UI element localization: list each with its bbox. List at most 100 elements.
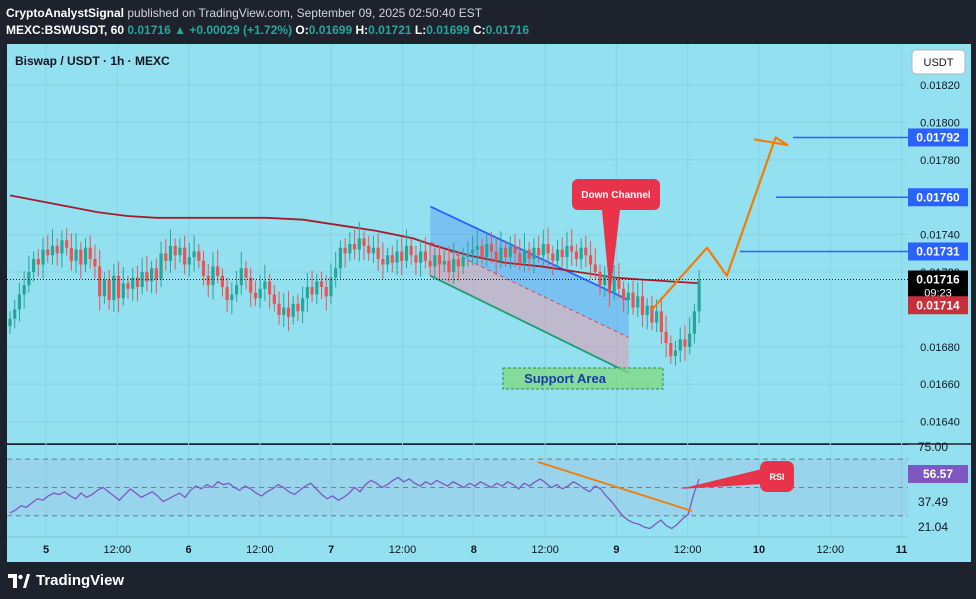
support-area-box xyxy=(502,367,664,390)
candle xyxy=(390,245,394,273)
candle-body xyxy=(636,296,640,308)
candle-body xyxy=(513,245,517,254)
candle xyxy=(688,317,692,355)
candle-body xyxy=(197,251,201,261)
candle-body xyxy=(112,275,116,301)
candle-body xyxy=(13,309,17,319)
time-tick-label: 5 xyxy=(43,544,49,556)
candle xyxy=(183,235,187,275)
candle-body xyxy=(428,260,432,267)
candle xyxy=(489,232,494,264)
candle-body xyxy=(102,279,106,297)
candle xyxy=(518,239,522,271)
candle-body xyxy=(390,255,394,263)
candle-body xyxy=(659,311,663,332)
price-label-text: 0.01792 xyxy=(916,130,960,144)
candle xyxy=(154,258,158,294)
candle xyxy=(239,251,243,295)
candle-body xyxy=(678,339,682,351)
candle xyxy=(673,340,678,366)
rsi-divergence-line xyxy=(537,461,693,512)
rsi-pane[interactable] xyxy=(7,445,908,562)
close-label: C: xyxy=(472,23,486,37)
rsi-line xyxy=(9,476,700,530)
candle xyxy=(13,299,17,329)
candle-body xyxy=(315,281,319,295)
currency-button[interactable] xyxy=(911,49,966,75)
candle xyxy=(41,237,45,279)
candle-body xyxy=(452,258,456,273)
tradingview-logo[interactable]: TradingView xyxy=(8,572,124,589)
candle xyxy=(69,233,73,271)
down-channel-callout xyxy=(572,179,660,210)
candle-body xyxy=(93,258,97,267)
candle-body xyxy=(442,260,446,265)
price-pane[interactable] xyxy=(7,44,908,444)
time-tick-label: 10 xyxy=(753,544,765,556)
candle xyxy=(499,231,503,269)
candle-body xyxy=(131,277,135,289)
candle-body xyxy=(522,249,527,263)
candle xyxy=(565,231,569,270)
candle-body xyxy=(79,249,83,265)
candle xyxy=(27,255,31,293)
candle xyxy=(301,286,305,324)
candle xyxy=(338,240,342,281)
candle-body xyxy=(230,294,234,301)
candle xyxy=(17,282,22,322)
candle xyxy=(593,248,597,280)
candle-body xyxy=(244,268,248,278)
candle-body xyxy=(697,279,701,312)
price-label-box xyxy=(908,242,968,261)
candle xyxy=(116,261,121,313)
projection-arrow xyxy=(651,136,789,311)
candle xyxy=(291,296,295,325)
candle xyxy=(659,297,663,344)
candle xyxy=(50,229,55,265)
channel-lower-fill xyxy=(430,242,629,373)
candle-body xyxy=(329,277,333,297)
candle-body xyxy=(348,244,352,254)
low-label: L: xyxy=(414,23,427,37)
candle-body xyxy=(17,294,22,310)
candle-body xyxy=(669,343,673,357)
candle xyxy=(362,230,366,261)
candle-body xyxy=(546,244,550,254)
chart-canvas[interactable]: Down Channel Support Area RSI Biswap / USD… xyxy=(0,44,976,562)
candle-body xyxy=(305,286,309,299)
candle-body xyxy=(183,247,187,265)
price-label-box xyxy=(908,296,968,315)
candle xyxy=(329,263,333,304)
candle-body xyxy=(192,251,196,258)
price-label-text: 0.01760 xyxy=(916,190,960,204)
up-arrow-icon: ▲ xyxy=(174,23,186,37)
channel-upper-fill xyxy=(430,206,629,338)
candle-body xyxy=(234,285,239,295)
candle-body xyxy=(655,311,659,323)
candle xyxy=(192,235,196,272)
candle xyxy=(310,270,314,302)
candle xyxy=(121,266,125,306)
candle xyxy=(428,244,432,277)
rsi-axis-label: 37.49 xyxy=(918,495,948,509)
candle-body xyxy=(46,249,50,256)
candle xyxy=(79,242,83,279)
candle-body xyxy=(376,247,380,259)
candle xyxy=(461,247,465,274)
candle-body xyxy=(41,249,45,265)
author-name[interactable]: CryptoAnalystSignal xyxy=(6,6,125,20)
candle-body xyxy=(60,240,64,254)
time-tick-label: 12:00 xyxy=(674,544,702,556)
candle xyxy=(546,227,550,266)
candle xyxy=(636,282,640,318)
tradingview-logo-icon xyxy=(8,573,30,588)
footer: TradingView xyxy=(0,562,976,599)
publish-header: CryptoAnalystSignal published on Trading… xyxy=(0,0,976,44)
candle-body xyxy=(489,244,494,252)
candle xyxy=(8,311,12,334)
candle-body xyxy=(480,245,484,258)
candle xyxy=(93,244,97,279)
candle-body xyxy=(121,283,125,299)
high-value: 0.01721 xyxy=(368,23,412,37)
candle xyxy=(55,238,59,266)
